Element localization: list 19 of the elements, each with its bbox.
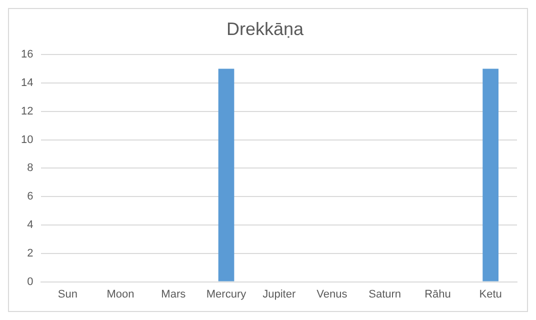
x-tick-label: Sun (58, 288, 78, 300)
y-tick-label: 14 (20, 77, 34, 90)
x-tick-label: Mercury (206, 288, 247, 300)
y-tick-label: 6 (27, 190, 34, 203)
x-tick-label: Saturn (368, 288, 402, 300)
y-tick-label: 10 (20, 134, 34, 146)
x-tick-label: Moon (106, 288, 134, 300)
x-tick-label: Venus (316, 288, 348, 300)
chart-title: Drekkāṇa (226, 18, 304, 39)
y-tick-label: 2 (27, 247, 34, 260)
y-tick-label: 4 (27, 219, 34, 232)
x-tick-label: Jupiter (262, 288, 296, 300)
y-tick-label: 16 (20, 48, 34, 61)
y-tick-label: 0 (27, 276, 34, 288)
y-tick-label: 8 (27, 162, 34, 174)
x-tick-label: Mars (161, 288, 186, 300)
x-tick-label: Rāhu (424, 288, 451, 300)
y-tick-label: 12 (20, 105, 34, 118)
x-tick-label: Ketu (479, 288, 502, 300)
